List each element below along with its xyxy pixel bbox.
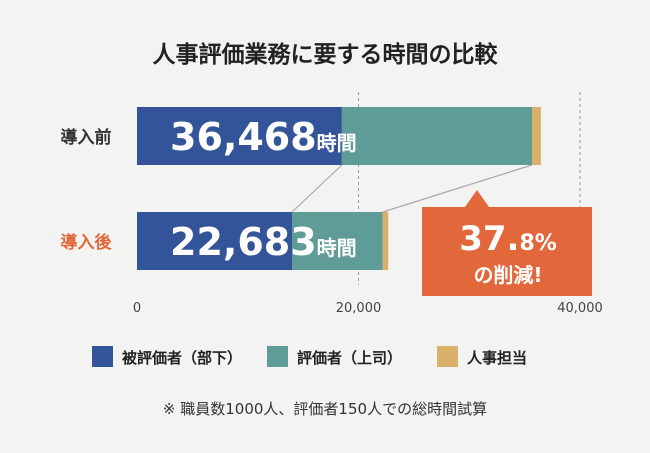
bar-segment (382, 212, 389, 270)
x-tick-label: 40,000 (557, 301, 603, 316)
legend-swatch (437, 346, 458, 367)
legend-label: 評価者（上司） (297, 349, 402, 367)
callout-box (422, 190, 592, 296)
bar-segment (532, 107, 541, 165)
legend-label: 被評価者（部下） (122, 349, 242, 367)
category-label: 導入前 (61, 127, 112, 148)
footnote: ※ 職員数1000人、評価者150人での総時間試算 (163, 400, 487, 418)
legend-label: 人事担当 (467, 349, 527, 367)
connector-line (291, 164, 343, 213)
bar-segment (292, 212, 383, 270)
bar-segment (137, 107, 342, 165)
bar-segment (341, 107, 533, 165)
category-label: 導入後 (61, 232, 113, 253)
chart-title: 人事評価業務に要する時間の比較 (153, 41, 499, 68)
legend-swatch (92, 346, 113, 367)
callout-percent: 37.8% (459, 219, 557, 259)
connector-line (382, 164, 533, 213)
legend-swatch (267, 346, 288, 367)
total-label: 36,468時間 (170, 115, 357, 159)
x-tick-label: 20,000 (336, 301, 382, 316)
bar-segment (137, 212, 293, 270)
callout-text: の削減! (473, 263, 542, 287)
total-label: 22,683時間 (170, 220, 357, 264)
x-tick-label: 0 (133, 301, 141, 316)
